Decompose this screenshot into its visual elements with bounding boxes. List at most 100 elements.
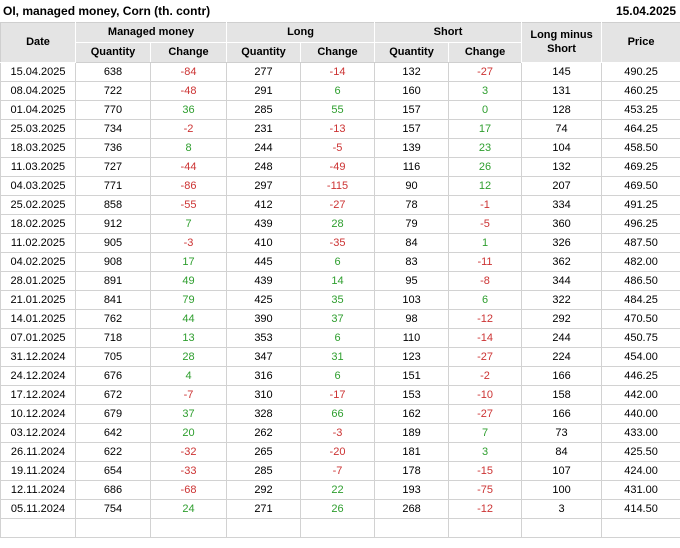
cell-short-change: 3 — [449, 443, 522, 462]
cell-date: 07.01.2025 — [1, 329, 76, 348]
cell-long-quantity: 291 — [227, 82, 301, 101]
cell-long-change: -35 — [301, 234, 375, 253]
cell-long-minus-short: 158 — [522, 386, 602, 405]
cell-long-minus-short: 344 — [522, 272, 602, 291]
cell-managed-money-change — [151, 519, 227, 538]
cell-short-quantity: 90 — [375, 177, 449, 196]
table-row: 15.04.2025638-84277-14132-27145490.25 — [1, 63, 680, 82]
header-long: Long — [227, 23, 375, 43]
cell-date: 03.12.2024 — [1, 424, 76, 443]
cell-date: 14.01.2025 — [1, 310, 76, 329]
cell-price: 425.50 — [602, 443, 680, 462]
subheader-long-change: Change — [301, 43, 375, 63]
cell-managed-money-quantity: 771 — [76, 177, 151, 196]
cell-managed-money-change: 7 — [151, 215, 227, 234]
cell-date: 21.01.2025 — [1, 291, 76, 310]
cell-managed-money-quantity: 727 — [76, 158, 151, 177]
cell-long-minus-short: 107 — [522, 462, 602, 481]
cell-long-quantity: 265 — [227, 443, 301, 462]
cell-date: 08.04.2025 — [1, 82, 76, 101]
cell-price: 442.00 — [602, 386, 680, 405]
table-row: 07.01.2025718133536110-14244450.75 — [1, 329, 680, 348]
subheader-managed-money-quantity: Quantity — [76, 43, 151, 63]
cell-long-minus-short: 334 — [522, 196, 602, 215]
table-row: 26.11.2024622-32265-20181384425.50 — [1, 443, 680, 462]
cell-long-quantity: 271 — [227, 500, 301, 519]
cell-date: 31.12.2024 — [1, 348, 76, 367]
cell-price: 440.00 — [602, 405, 680, 424]
cell-long-change: 22 — [301, 481, 375, 500]
cell-short-quantity: 178 — [375, 462, 449, 481]
header-long-minus-short: Long minus Short — [522, 23, 602, 63]
cell-date: 25.02.2025 — [1, 196, 76, 215]
table-row: 04.02.202590817445683-11362482.00 — [1, 253, 680, 272]
cell-long-quantity: 292 — [227, 481, 301, 500]
cell-date: 26.11.2024 — [1, 443, 76, 462]
cell-price: 446.25 — [602, 367, 680, 386]
cell-long-quantity: 285 — [227, 101, 301, 120]
table-row: 19.11.2024654-33285-7178-15107424.00 — [1, 462, 680, 481]
cell-short-quantity: 189 — [375, 424, 449, 443]
cell-long-change: -7 — [301, 462, 375, 481]
cell-managed-money-quantity: 770 — [76, 101, 151, 120]
cell-price: 491.25 — [602, 196, 680, 215]
cell-price: 470.50 — [602, 310, 680, 329]
cell-date: 10.12.2024 — [1, 405, 76, 424]
cell-long-minus-short: 132 — [522, 158, 602, 177]
cell-managed-money-change: -84 — [151, 63, 227, 82]
cell-managed-money-quantity: 905 — [76, 234, 151, 253]
cell-managed-money-quantity: 686 — [76, 481, 151, 500]
cell-price: 469.25 — [602, 158, 680, 177]
cell-date — [1, 519, 76, 538]
cell-short-quantity: 98 — [375, 310, 449, 329]
cell-long-change: -20 — [301, 443, 375, 462]
table-row: 28.01.2025891494391495-8344486.50 — [1, 272, 680, 291]
table-row: 25.02.2025858-55412-2778-1334491.25 — [1, 196, 680, 215]
cell-price: 433.00 — [602, 424, 680, 443]
header-date: Date — [1, 23, 76, 63]
cell-long-minus-short: 100 — [522, 481, 602, 500]
cell-long-quantity: 328 — [227, 405, 301, 424]
cell-short-quantity: 83 — [375, 253, 449, 272]
subheader-short-quantity: Quantity — [375, 43, 449, 63]
cell-date: 04.02.2025 — [1, 253, 76, 272]
cell-managed-money-change: 79 — [151, 291, 227, 310]
cell-short-quantity: 193 — [375, 481, 449, 500]
cell-managed-money-change: -55 — [151, 196, 227, 215]
cell-long-minus-short: 166 — [522, 405, 602, 424]
cell-short-change: 23 — [449, 139, 522, 158]
cell-long-minus-short: 3 — [522, 500, 602, 519]
cell-date: 18.03.2025 — [1, 139, 76, 158]
cell-date: 25.03.2025 — [1, 120, 76, 139]
cell-managed-money-change: 8 — [151, 139, 227, 158]
cell-short-change: -14 — [449, 329, 522, 348]
cell-price: 486.50 — [602, 272, 680, 291]
cell-long-minus-short: 74 — [522, 120, 602, 139]
cell-long-minus-short: 244 — [522, 329, 602, 348]
cell-long-quantity: 297 — [227, 177, 301, 196]
cell-short-quantity: 79 — [375, 215, 449, 234]
cell-short-change — [449, 519, 522, 538]
cell-managed-money-quantity: 754 — [76, 500, 151, 519]
cell-price: 453.25 — [602, 101, 680, 120]
cell-short-change: -10 — [449, 386, 522, 405]
cell-long-minus-short: 292 — [522, 310, 602, 329]
cell-long-change: 6 — [301, 253, 375, 272]
cell-long-change: 31 — [301, 348, 375, 367]
cell-managed-money-quantity: 654 — [76, 462, 151, 481]
cell-managed-money-quantity: 622 — [76, 443, 151, 462]
cell-long-change: 35 — [301, 291, 375, 310]
cell-long-minus-short: 362 — [522, 253, 602, 272]
cell-long-quantity: 285 — [227, 462, 301, 481]
cell-long-minus-short — [522, 519, 602, 538]
table-row: 08.04.2025722-4829161603131460.25 — [1, 82, 680, 101]
cell-long-quantity: 248 — [227, 158, 301, 177]
cell-short-quantity: 103 — [375, 291, 449, 310]
cell-long-minus-short: 73 — [522, 424, 602, 443]
cell-long-change: 26 — [301, 500, 375, 519]
cell-managed-money-change: -33 — [151, 462, 227, 481]
cell-managed-money-quantity: 841 — [76, 291, 151, 310]
cell-managed-money-change: -32 — [151, 443, 227, 462]
table-row: 01.04.202577036285551570128453.25 — [1, 101, 680, 120]
cell-short-quantity: 151 — [375, 367, 449, 386]
